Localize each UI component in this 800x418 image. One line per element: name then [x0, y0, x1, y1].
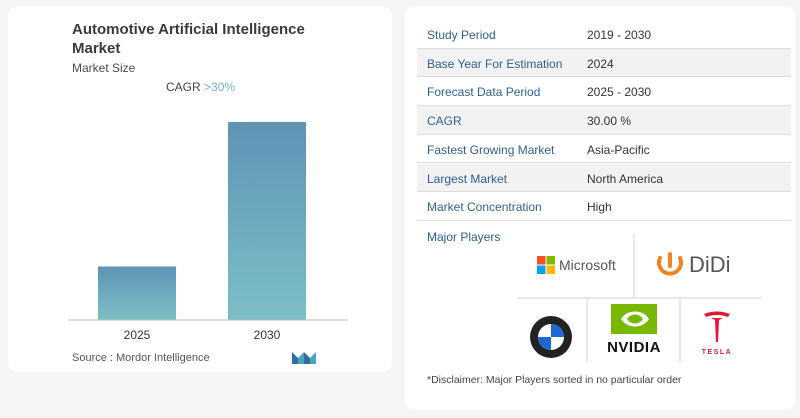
market-details-card: Study Period 2019 - 2030 Base Year For Est… — [405, 6, 795, 410]
tesla-name: TESLA — [701, 349, 733, 356]
row-value: 2019 - 2030 — [587, 28, 652, 42]
disclaimer-note: *Disclaimer: Major Players sorted in no … — [427, 374, 682, 386]
tesla-logo: TESLA — [697, 310, 737, 356]
mordor-intelligence-logo-icon — [292, 352, 316, 364]
source-note: Source : Mordor Intelligence — [72, 352, 210, 364]
table-row: Forecast Data Period 2025 - 2030 — [417, 77, 791, 107]
row-key: CAGR — [427, 114, 462, 129]
row-key: Base Year For Estimation — [427, 56, 563, 71]
row-key: Fastest Growing Market — [427, 142, 555, 157]
row-key: Forecast Data Period — [427, 85, 541, 100]
chart-subtitle: Market Size — [72, 61, 136, 75]
bmw-logo — [529, 315, 573, 364]
row-value: 30.00 % — [587, 114, 632, 129]
x-tick-label: 2025 — [124, 328, 151, 342]
row-key: Study Period — [427, 28, 496, 42]
row-key: Market Concentration — [427, 200, 542, 215]
row-value: High — [587, 200, 612, 215]
nvidia-icon — [611, 304, 657, 334]
microsoft-name: Microsoft — [559, 257, 616, 273]
x-tick-label: 2030 — [254, 328, 281, 342]
row-value: Asia-Pacific — [587, 142, 650, 157]
microsoft-logo: Microsoft — [537, 256, 616, 274]
bmw-icon — [530, 316, 572, 358]
table-row: Study Period 2019 - 2030 — [417, 20, 791, 49]
tesla-icon — [704, 311, 730, 342]
nvidia-name: NVIDIA — [607, 339, 661, 356]
bar-2025 — [98, 266, 176, 320]
table-row: Market Concentration High — [417, 192, 791, 221]
bar-2030 — [228, 122, 306, 320]
cagr-prefix: CAGR — [166, 80, 205, 94]
row-value: North America — [587, 171, 664, 186]
nvidia-logo: NVIDIA — [598, 304, 670, 356]
major-players-label: Major Players — [427, 230, 501, 244]
didi-name: DiDi — [689, 252, 731, 277]
row-value: 2025 - 2030 — [587, 85, 652, 100]
bar-chart: 2025 2030 — [68, 122, 348, 342]
table-row: Largest Market North America — [417, 163, 791, 193]
table-row: Fastest Growing Market Asia-Pacific — [417, 135, 791, 164]
market-summary-card: Automotive Artificial Intelligence Marke… — [8, 6, 392, 372]
table-row: Base Year For Estimation 2024 — [417, 48, 791, 78]
players-grid — [517, 234, 761, 362]
cagr-value: >30% — [204, 80, 236, 94]
cagr-label: CAGR >30% — [166, 80, 235, 94]
microsoft-icon — [537, 256, 555, 274]
row-value: 2024 — [587, 56, 614, 71]
didi-logo: DiDi — [655, 252, 731, 278]
didi-icon — [657, 252, 683, 276]
row-key: Largest Market — [427, 171, 508, 186]
table-row: CAGR 30.00 % — [417, 106, 791, 135]
chart-title: Automotive Artificial Intelligence Marke… — [72, 21, 305, 57]
